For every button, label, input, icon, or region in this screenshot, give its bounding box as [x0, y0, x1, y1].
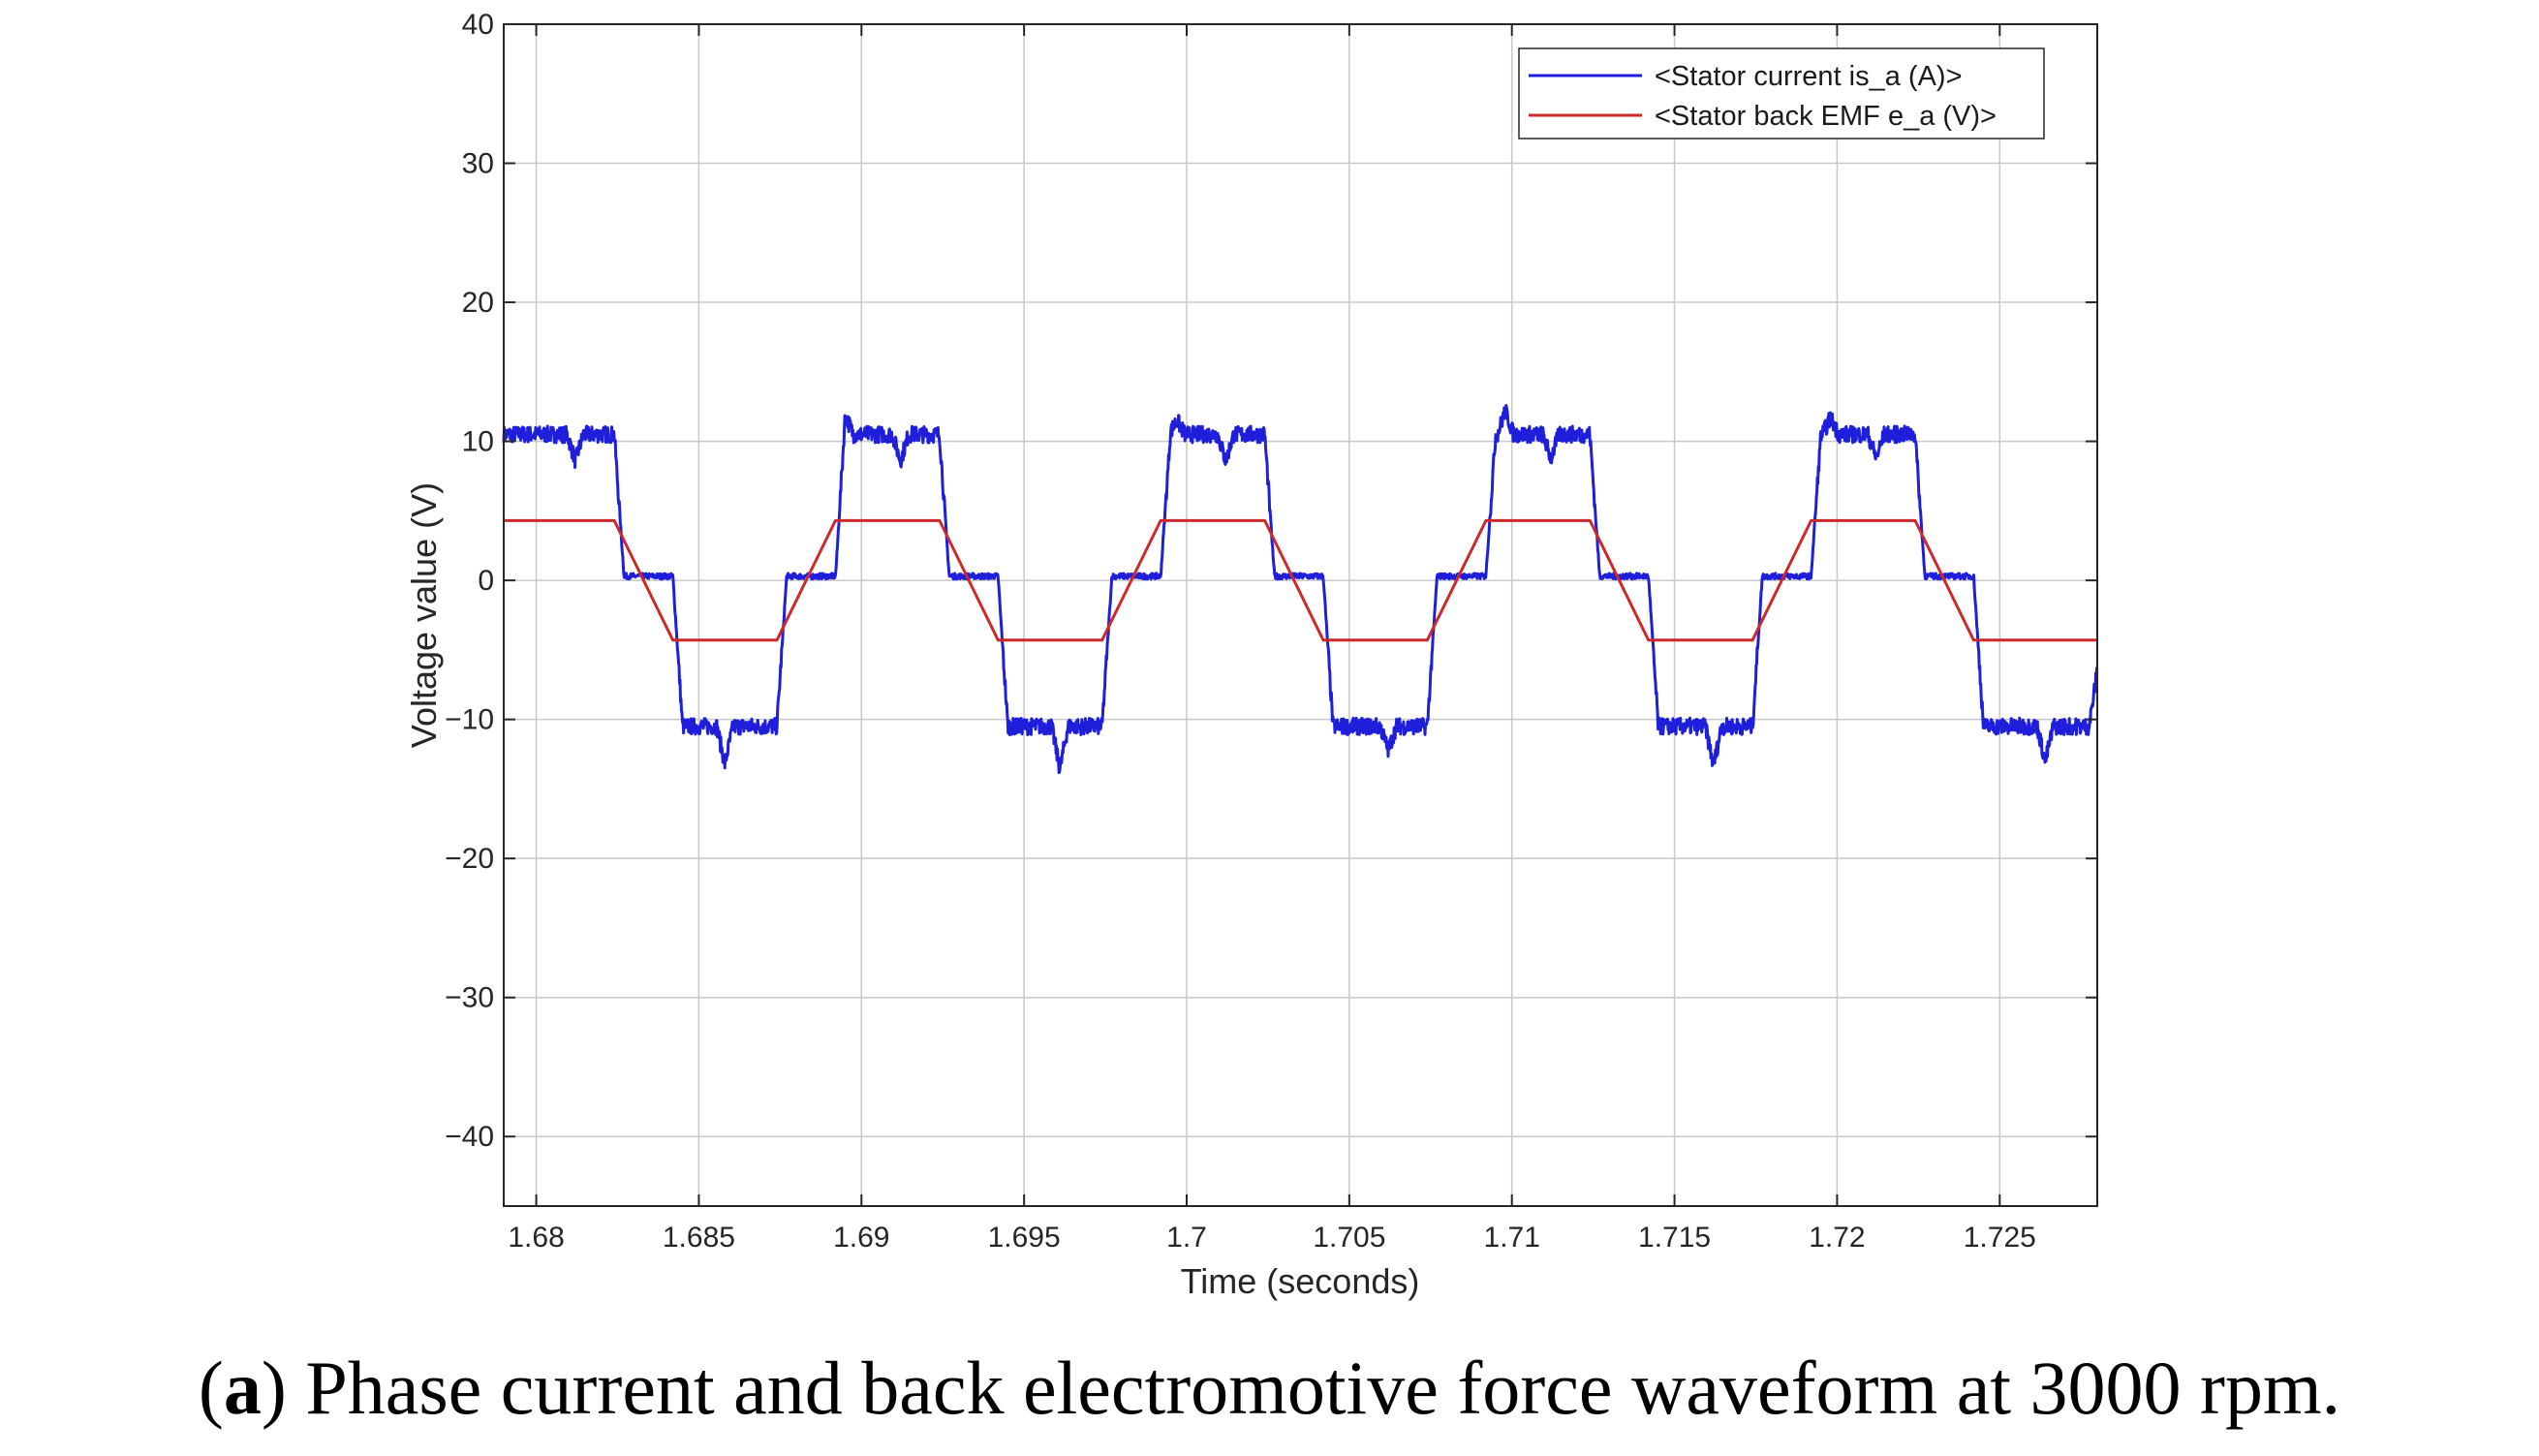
y-tick-label: 0 — [478, 565, 494, 597]
tick-marks — [504, 23, 2097, 1206]
legend-label-stator-current: <Stator current is_a (A)> — [1655, 61, 1963, 92]
caption-tag: a — [223, 1346, 262, 1430]
chart-svg: 1.68 1.685 1.69 1.695 1.7 1.705 1.71 1.715 1.72 1… — [404, 9, 2099, 1301]
y-tick-label: −20 — [445, 843, 494, 875]
x-tick-label: 1.695 — [988, 1222, 1061, 1254]
y-tick-label: 20 — [462, 287, 494, 319]
plot-frame — [503, 23, 2098, 1207]
x-tick-label: 1.715 — [1638, 1222, 1711, 1254]
x-tick-label: 1.69 — [833, 1222, 889, 1254]
legend: <Stator current is_a (A)> <Stator back E… — [1518, 47, 2045, 139]
y-axis-label: Voltage value (V) — [404, 482, 444, 748]
caption-open-paren: ( — [198, 1346, 224, 1430]
tick-labels: 1.68 1.685 1.69 1.695 1.7 1.705 1.71 1.715 1.72 1… — [445, 9, 2036, 1254]
x-tick-label: 1.685 — [663, 1222, 735, 1254]
x-axis-label: Time (seconds) — [1181, 1261, 1420, 1301]
x-tick-label: 1.71 — [1484, 1222, 1540, 1254]
series-line-stator-current — [502, 404, 2099, 775]
y-tick-label: −40 — [445, 1121, 494, 1153]
legend-box — [1518, 47, 2045, 139]
y-tick-label: 10 — [462, 426, 494, 458]
x-tick-label: 1.68 — [508, 1222, 564, 1254]
legend-label-back-emf: <Stator back EMF e_a (V)> — [1655, 101, 1997, 132]
y-tick-label: −10 — [445, 704, 494, 736]
series-line-back-emf — [504, 518, 2097, 642]
y-tick-label: 40 — [462, 9, 494, 41]
chart-figure: 1.68 1.685 1.69 1.695 1.7 1.705 1.71 1.715 1.72 1… — [404, 9, 2099, 1301]
caption-text: Phase current and back electromotive for… — [286, 1346, 2341, 1430]
x-tick-label: 1.7 — [1166, 1222, 1207, 1254]
y-tick-label: −30 — [445, 982, 494, 1014]
x-tick-label: 1.725 — [1964, 1222, 2036, 1254]
x-tick-label: 1.705 — [1313, 1222, 1385, 1254]
figure-caption: (a) Phase current and back electromotive… — [0, 1335, 2539, 1441]
caption-close-paren: ) — [261, 1346, 287, 1430]
plot-background — [504, 24, 2097, 1206]
x-tick-label: 1.72 — [1809, 1222, 1865, 1254]
series-layer — [502, 404, 2099, 775]
y-tick-label: 30 — [462, 148, 494, 180]
